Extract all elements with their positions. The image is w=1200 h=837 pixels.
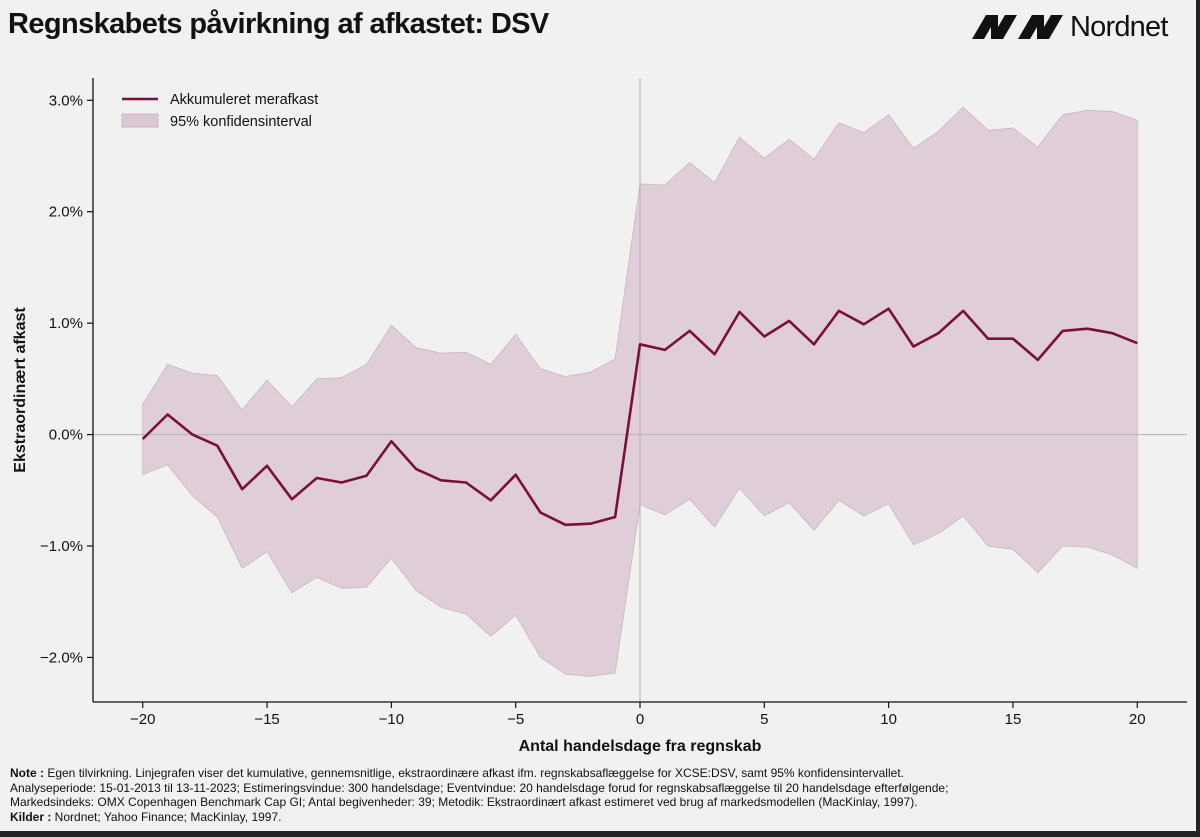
logo-text: Nordnet xyxy=(1070,10,1168,43)
note-line-2: Analyseperiode: 15-01-2013 til 13-11-202… xyxy=(10,780,949,795)
nordnet-logo: Nordnet xyxy=(972,10,1168,43)
y-tick-label: 3.0% xyxy=(49,92,83,109)
cumulative-abnormal-return-line xyxy=(141,307,1138,527)
legend-label-band: 95% konfidensinterval xyxy=(170,114,312,130)
y-tick-label: −1.0% xyxy=(40,538,83,555)
sources-line: Kilder : Nordnet; Yahoo Finance; MacKinl… xyxy=(10,810,1190,825)
y-tick-label: −2.0% xyxy=(40,649,83,666)
x-tick-label: 10 xyxy=(880,711,897,728)
chart-notes: Note : Egen tilvirkning. Linjegrafen vis… xyxy=(10,766,1190,824)
sources-label: Kilder : xyxy=(10,809,52,824)
y-axis-label: Ekstraordinært afkast xyxy=(12,307,29,473)
x-tick-label: −20 xyxy=(130,711,155,728)
note-line-1: Note : Egen tilvirkning. Linjegrafen vis… xyxy=(10,766,1190,781)
y-tick-label: 2.0% xyxy=(49,204,83,221)
nordnet-logo-icon xyxy=(972,15,1063,39)
note-line-3: Markedsindeks: OMX Copenhagen Benchmark … xyxy=(10,795,918,810)
x-tick-label: 20 xyxy=(1129,711,1146,728)
y-tick-label: 0.0% xyxy=(49,427,83,444)
x-tick-label: 5 xyxy=(760,711,768,728)
sources-text: Nordnet; Yahoo Finance; MacKinlay, 1997. xyxy=(51,809,282,824)
legend-band-swatch xyxy=(121,113,159,128)
page-title: Regnskabets påvirkning af afkastet: DSV xyxy=(8,8,549,40)
legend-label-line: Akkumuleret merafkast xyxy=(170,92,318,108)
x-tick-label: 15 xyxy=(1005,711,1022,728)
x-axis-label: Antal handelsdage fra regnskab xyxy=(519,738,762,755)
x-tick-label: 0 xyxy=(636,711,644,728)
y-tick-label: 1.0% xyxy=(49,315,83,332)
x-tick-label: −10 xyxy=(379,711,404,728)
note-label: Note : xyxy=(10,766,44,780)
note-text: Egen tilvirkning. Linjegrafen viser det … xyxy=(44,766,904,780)
x-tick-label: −5 xyxy=(507,711,524,728)
x-tick-label: −15 xyxy=(254,711,279,728)
